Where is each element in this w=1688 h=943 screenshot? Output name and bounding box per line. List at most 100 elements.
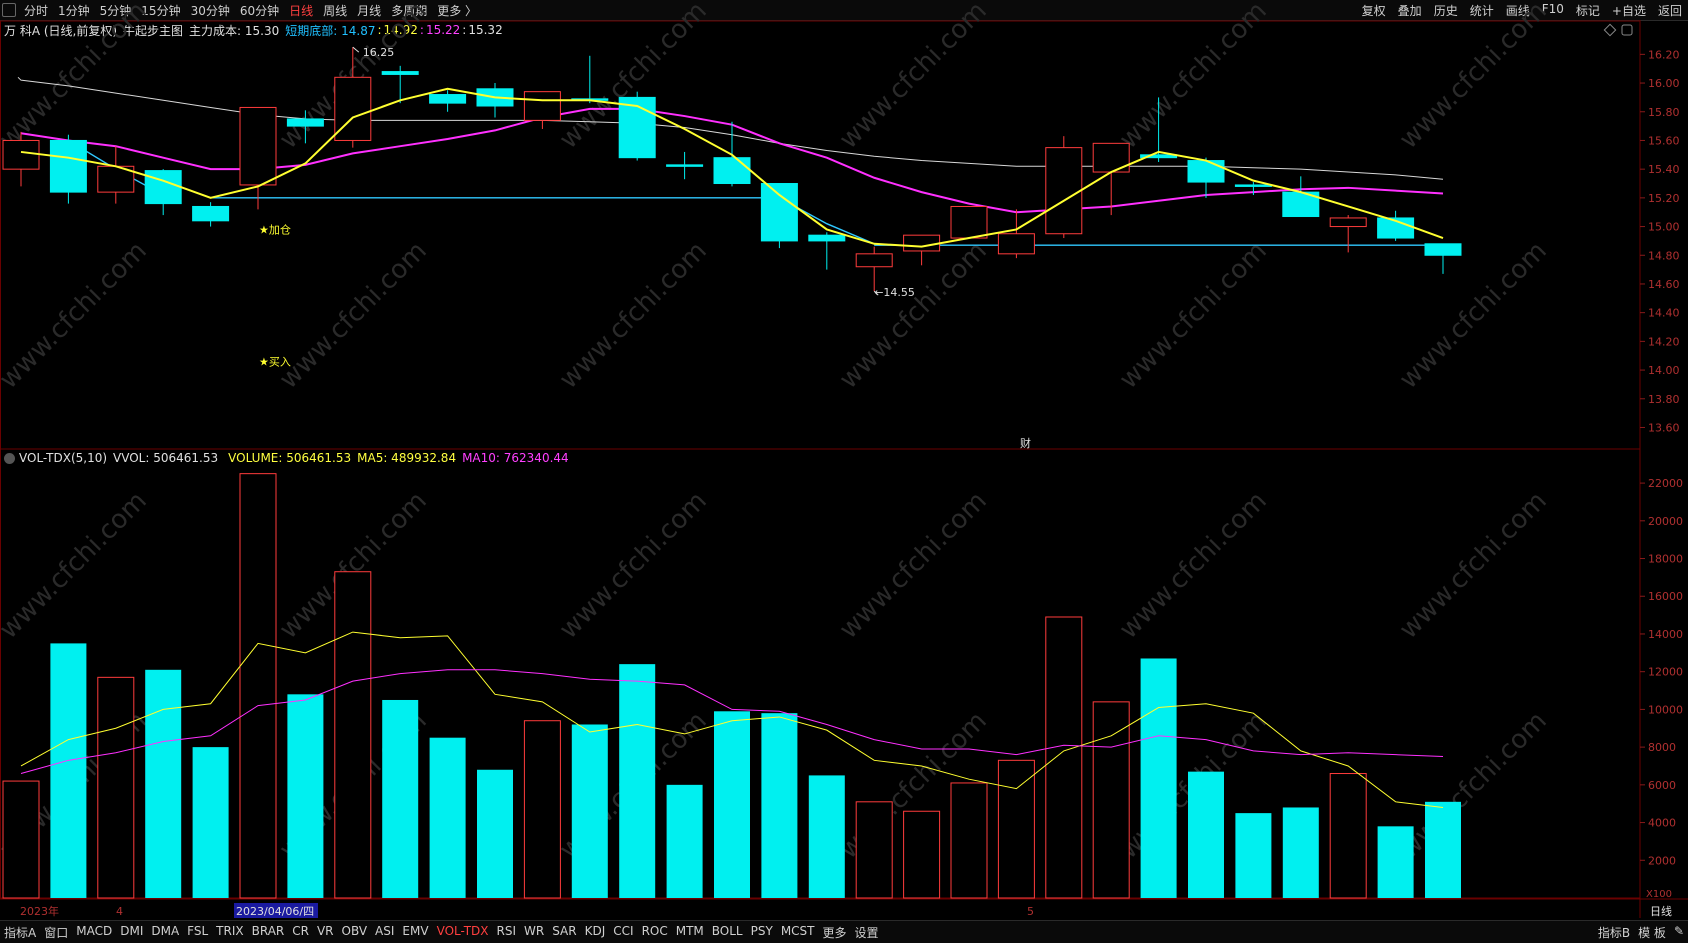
indicator-tab[interactable]: DMA (151, 923, 180, 938)
top-right-tools: 复权 叠加 历史 统计 画线 F10 标记 +自选 返回 (1356, 2, 1688, 19)
volume-bar (334, 571, 372, 899)
indicator-tool[interactable]: 模 板 (1638, 925, 1666, 940)
collapse-icon[interactable] (4, 452, 15, 464)
price-tick-label: 15.80 (1648, 106, 1680, 119)
period-tab[interactable]: 15分钟 (141, 3, 181, 18)
volume-tick-label: 16000 (1648, 590, 1683, 603)
volume-bar (1045, 616, 1083, 899)
watermark-text: www.cfchi.com (834, 0, 993, 155)
indicator-tab[interactable]: EMV (402, 923, 429, 938)
indicator-tab[interactable]: FSL (187, 923, 209, 938)
ma-line-yellow (20, 87, 1444, 248)
toolbar-button[interactable]: 统计 (1469, 3, 1494, 18)
volume-tick-label: 12000 (1648, 666, 1683, 679)
candle-body (903, 234, 941, 252)
indicator-tab[interactable]: DMI (120, 923, 144, 938)
candle-body (49, 139, 87, 193)
price-tick-label: 15.40 (1648, 163, 1680, 176)
volume-bar (523, 720, 561, 899)
volume-tick-label: 4000 (1648, 817, 1676, 830)
indicator-tab[interactable]: 设置 (854, 925, 879, 940)
period-tab[interactable]: 多周期 (391, 3, 428, 18)
period-tab[interactable]: 更多 〉 (437, 3, 478, 18)
volume-tick-label: 10000 (1648, 703, 1683, 716)
date-year-label: 2023年 (20, 904, 59, 918)
indicator-tab[interactable]: VR (316, 923, 334, 938)
toolbar-button[interactable]: 返回 (1657, 3, 1682, 18)
indicator-tab[interactable]: MACD (76, 923, 113, 938)
indicator-tab[interactable]: 指标A (4, 925, 37, 940)
indicator-tab[interactable]: BOLL (711, 923, 743, 938)
toolbar-button[interactable]: 标记 (1575, 3, 1600, 18)
volume-bar (808, 775, 845, 898)
candle-body (713, 157, 751, 185)
period-toolbar: 分时 1分钟 5分钟 15分钟 30分钟 60分钟 日线 周线 月线 多周期 更多 〉 复权 叠加 历史… (0, 0, 1688, 21)
indicator-tab[interactable]: SAR (552, 923, 577, 938)
volume-bar (50, 643, 87, 898)
toolbar-button[interactable]: F10 (1541, 1, 1564, 16)
indicator-tab[interactable]: TRIX (216, 923, 244, 938)
period-tab[interactable]: 30分钟 (190, 3, 230, 18)
indicator-tab[interactable]: CCI (613, 923, 634, 938)
indicator-tool[interactable]: 指标B (1597, 925, 1631, 940)
period-tab[interactable]: 月线 (357, 3, 382, 18)
window-icon (1621, 24, 1633, 36)
date-month-label: 5 (1027, 905, 1034, 918)
indicator-tab[interactable]: MTM (675, 923, 704, 938)
value-white: 15.32 (468, 23, 503, 37)
price-tick-label: 14.40 (1648, 307, 1680, 320)
candle-body (429, 94, 467, 104)
indicator-name[interactable]: 牛起步主图 (123, 23, 184, 38)
indicator-tab[interactable]: MCST (780, 923, 815, 938)
toolbar-button[interactable]: +自选 (1611, 3, 1646, 18)
price-tick-label: 14.20 (1648, 335, 1680, 348)
period-tabs: 分时 1分钟 5分钟 15分钟 30分钟 60分钟 日线 周线 月线 多周期 更多 〉 (19, 2, 482, 19)
value-magenta: 15.22 (425, 23, 461, 37)
volume-bar (761, 713, 798, 898)
indicator-tab[interactable]: ASI (375, 923, 395, 938)
period-tab[interactable]: 日线 (289, 3, 314, 18)
indicator-tab[interactable]: RSI (496, 923, 517, 938)
volume-label: VOLUME: 506461.53 (228, 451, 352, 465)
indicator-tab[interactable]: BRAR (251, 923, 285, 938)
diamond-icon (1603, 23, 1617, 37)
sep-colon: : (462, 23, 467, 37)
volume-bar (287, 694, 324, 898)
candle-body (1234, 184, 1272, 187)
volume-tick-label: 8000 (1648, 741, 1676, 754)
period-tab[interactable]: 5分钟 (99, 3, 132, 18)
toolbar-button[interactable]: 复权 (1361, 3, 1386, 18)
toolbar-button[interactable]: 画线 (1505, 3, 1530, 18)
candle-body (997, 233, 1035, 255)
volume-bar (145, 669, 182, 898)
toolbar-button[interactable]: 历史 (1433, 3, 1458, 18)
period-tab[interactable]: 60分钟 (239, 3, 280, 18)
indicator-tab[interactable]: WR (524, 923, 545, 938)
indicator-tab[interactable]: ROC (641, 923, 668, 938)
indicator-tab[interactable]: OBV (341, 923, 368, 938)
indicator-tabs: 指标A 窗口 MACD DMI DMA FSL TRIX BRAR CR VR OBV ASI EMV V… (0, 924, 883, 941)
price-info-line: 万 科A (日线,前复权) 牛起步主图 主力成本: 15.30 短期底部: 14… (0, 21, 509, 39)
window-icon[interactable] (2, 3, 16, 17)
price-tick-label: 13.60 (1648, 421, 1680, 434)
indicator-tab[interactable]: KDJ (584, 923, 606, 938)
watermark-text: www.cfchi.com (0, 0, 153, 155)
volume-bar (666, 784, 703, 898)
watermark-text: www.cfchi.com (274, 236, 433, 395)
indicator-tab[interactable]: PSY (750, 923, 773, 938)
indicator-tab[interactable]: VOL-TDX (436, 923, 489, 938)
volume-bar (429, 737, 466, 898)
period-tab[interactable]: 周线 (323, 3, 348, 18)
low-price-label: ←14.55 (874, 286, 915, 299)
toolbar-button[interactable]: 叠加 (1397, 3, 1422, 18)
indicator-tab[interactable]: CR (292, 923, 309, 938)
high-price-label: 16.25 (363, 46, 395, 59)
indicator-tab[interactable]: 窗口 (44, 925, 69, 940)
period-tab[interactable]: 分时 (24, 3, 49, 18)
indicator-tab[interactable]: 更多 (822, 925, 847, 940)
period-tab[interactable]: 1分钟 (58, 3, 90, 18)
vol-indicator-name[interactable]: VOL-TDX(5,10) (19, 451, 108, 465)
indicator-tool[interactable]: ✎ (1673, 923, 1684, 938)
price-tick-label: 16.00 (1648, 77, 1680, 90)
